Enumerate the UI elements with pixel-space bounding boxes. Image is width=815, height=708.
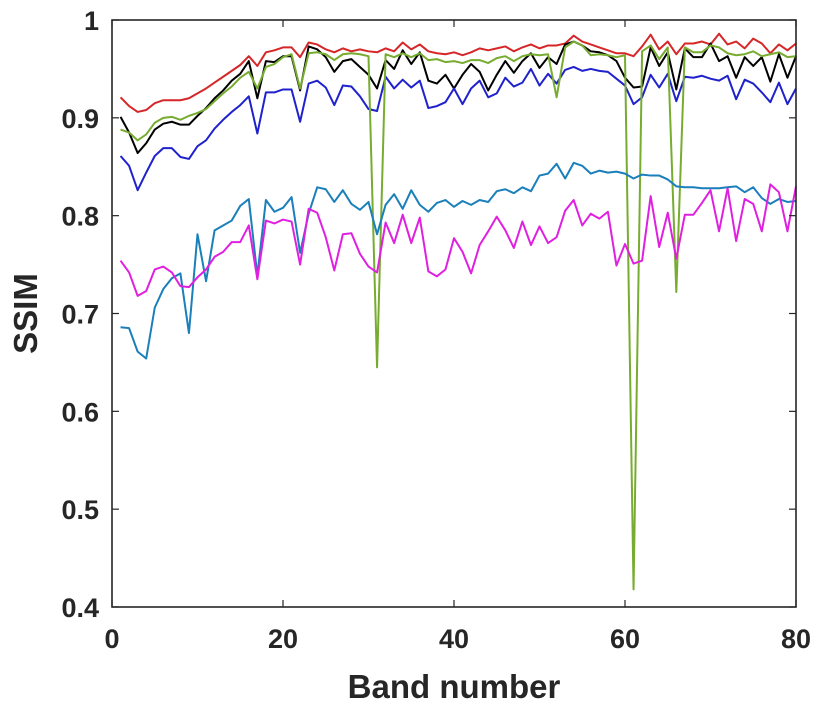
x-axis-ticks: 0 20 40 60 80 xyxy=(104,20,811,654)
y-tick-label: 0.5 xyxy=(61,495,99,525)
series-line-2 xyxy=(119,40,797,155)
series-line-1 xyxy=(119,32,797,113)
y-tick-label: 0.8 xyxy=(61,202,99,232)
y-tick-label: 0.7 xyxy=(61,300,99,330)
series-line-3 xyxy=(119,65,797,192)
y-axis-title: SSIM xyxy=(7,273,44,354)
x-tick-label: 0 xyxy=(104,624,119,654)
y-tick-label: 1 xyxy=(84,6,99,36)
y-tick-label: 0.9 xyxy=(61,104,99,134)
x-tick-label: 60 xyxy=(610,624,640,654)
series-line-5 xyxy=(120,161,797,360)
series-line-6 xyxy=(119,183,797,297)
x-tick-label: 40 xyxy=(439,624,469,654)
x-axis-title: Band number xyxy=(348,668,561,705)
series-line-4 xyxy=(120,40,797,591)
series-lines xyxy=(119,32,797,591)
x-tick-label: 80 xyxy=(781,624,811,654)
x-tick-label: 20 xyxy=(268,624,298,654)
y-tick-label: 0.4 xyxy=(61,593,99,623)
y-axis-ticks: 0.4 0.5 0.6 0.7 0.8 0.9 1 xyxy=(61,6,796,623)
plot-frame xyxy=(111,19,797,608)
y-tick-label: 0.6 xyxy=(61,397,99,427)
